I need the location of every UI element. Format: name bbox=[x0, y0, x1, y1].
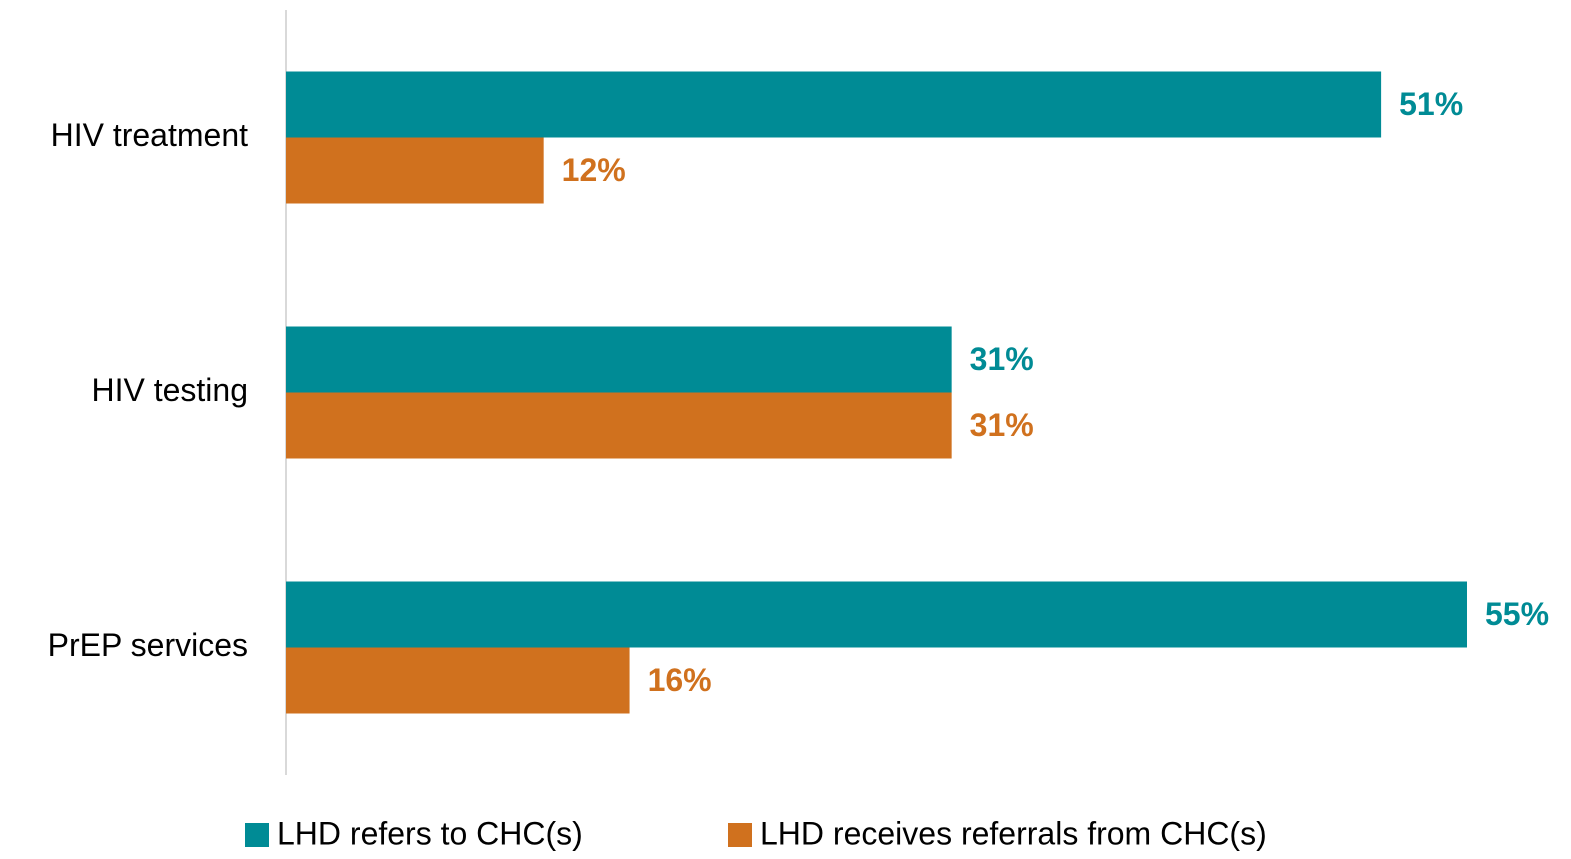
y-tick-label: PrEP services bbox=[48, 627, 248, 663]
data-label: 31% bbox=[970, 407, 1034, 443]
data-label: 55% bbox=[1485, 596, 1549, 632]
y-tick-label: HIV treatment bbox=[51, 117, 249, 153]
data-label: 12% bbox=[562, 152, 626, 188]
legend-swatch bbox=[245, 823, 269, 847]
data-label: 31% bbox=[970, 341, 1034, 377]
y-tick-label: HIV testing bbox=[91, 372, 248, 408]
bar bbox=[286, 392, 952, 459]
bar bbox=[286, 581, 1467, 648]
legend-swatch bbox=[728, 823, 752, 847]
data-label: 16% bbox=[648, 662, 712, 698]
bar bbox=[286, 326, 952, 393]
bar bbox=[286, 71, 1382, 138]
legend-label: LHD refers to CHC(s) bbox=[277, 815, 583, 851]
bar bbox=[286, 647, 630, 714]
legend-label: LHD receives referrals from CHC(s) bbox=[760, 815, 1267, 851]
bar bbox=[286, 137, 544, 204]
data-label: 51% bbox=[1399, 86, 1463, 122]
